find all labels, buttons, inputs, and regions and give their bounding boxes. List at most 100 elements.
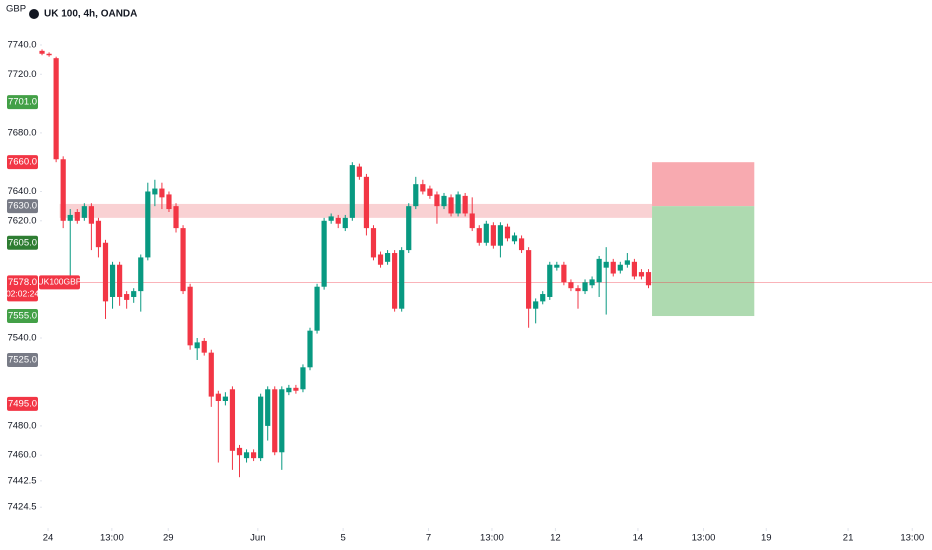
x-tick-label: 5 <box>341 533 346 544</box>
candle-body <box>166 194 172 210</box>
candle-body <box>272 389 278 453</box>
price-badge-label: 7495.0 <box>8 398 37 409</box>
candle-body <box>60 159 66 221</box>
candle-body <box>321 220 327 287</box>
candle-body <box>286 387 292 393</box>
candle-body <box>370 228 377 258</box>
candle-body <box>596 258 602 283</box>
candle-body <box>554 264 560 268</box>
price-badge <box>7 155 38 170</box>
candle-body <box>152 188 158 195</box>
candle-body <box>67 214 73 221</box>
candle-body <box>384 253 391 262</box>
candle-body <box>117 264 123 297</box>
candle-body <box>187 286 193 346</box>
candle-body <box>335 217 341 224</box>
candle-body <box>617 264 623 271</box>
target-box <box>652 206 755 317</box>
candle-body <box>243 452 250 459</box>
candle-body <box>124 294 130 300</box>
candle-body <box>434 194 440 207</box>
x-tick-label: 13:00 <box>100 533 124 544</box>
candle-body <box>455 194 461 214</box>
y-tick-label: 7460.0 <box>7 450 36 461</box>
candle-body <box>215 393 221 401</box>
candle-body <box>441 195 447 207</box>
candle-body <box>589 279 595 286</box>
candle-body <box>229 389 236 451</box>
candle-body <box>377 254 384 265</box>
candle-body <box>483 223 489 243</box>
candle-body <box>293 387 299 391</box>
candle-body <box>88 206 94 224</box>
candle-body <box>547 264 553 297</box>
y-tick-label: 7720.0 <box>7 69 36 80</box>
y-tick-label: 7424.5 <box>7 502 36 513</box>
x-tick-label: 12 <box>550 533 561 544</box>
price-badge <box>7 352 38 367</box>
resistance-zone <box>59 203 653 218</box>
price-badge <box>7 396 38 411</box>
candle-body <box>314 286 320 331</box>
price-badge <box>7 95 38 110</box>
chart-title: UK 100, 4h, OANDA <box>44 9 137 20</box>
price-badge <box>7 199 38 214</box>
price-badge-label: 7630.0 <box>8 201 37 212</box>
x-tick-label: 29 <box>163 533 174 544</box>
candle-body <box>399 250 405 309</box>
candle-body <box>420 184 426 192</box>
candle-body <box>74 212 80 221</box>
candle-body <box>603 261 609 268</box>
candle-body <box>194 342 200 349</box>
candle-body <box>406 206 412 251</box>
candle-body <box>462 195 468 214</box>
candle-body <box>645 272 652 286</box>
x-tick-label: 14 <box>633 533 644 544</box>
candle-body <box>180 228 186 292</box>
x-tick-label: 21 <box>843 533 854 544</box>
candle-body <box>638 272 645 277</box>
price-badge-label: 7525.0 <box>8 354 37 365</box>
candle-body <box>490 225 496 246</box>
candle-body <box>250 452 257 459</box>
candle-body <box>201 340 207 353</box>
y-tick-label: 7680.0 <box>7 127 36 138</box>
candle-body <box>53 58 59 160</box>
candle-body <box>222 396 228 401</box>
candle-body <box>526 250 532 309</box>
currency-label: GBP <box>6 4 26 15</box>
candle-body <box>469 213 475 229</box>
candle-body <box>138 257 144 292</box>
x-tick-label: 13:00 <box>692 533 716 544</box>
candle-body <box>46 53 52 56</box>
x-tick-label: Jun <box>250 533 265 544</box>
stop-box <box>652 162 755 207</box>
candle-body <box>610 261 616 274</box>
price-badge-label: 7660.0 <box>8 157 37 168</box>
candle-body <box>173 206 179 229</box>
candle-body <box>511 235 518 242</box>
candle-body <box>363 176 370 229</box>
candle-body <box>631 261 638 277</box>
candle-body <box>356 166 362 177</box>
last-price-badge <box>7 275 38 302</box>
candle-body <box>342 217 348 229</box>
candle-body <box>300 367 306 390</box>
y-tick-label: 7620.0 <box>7 215 36 226</box>
candle-body <box>540 294 546 302</box>
y-tick-label: 7480.0 <box>7 420 36 431</box>
candle-body <box>518 238 525 251</box>
candle-body <box>427 188 433 196</box>
price-badge-label: 7701.0 <box>8 97 37 108</box>
price-badge <box>7 309 38 324</box>
candle-body <box>236 447 243 456</box>
candle-body <box>582 282 588 292</box>
x-tick-label: 19 <box>761 533 772 544</box>
candle-body <box>145 191 151 258</box>
x-tick-label: 13:00 <box>480 533 504 544</box>
candle-body <box>39 50 45 54</box>
candle-body <box>476 228 482 243</box>
symbol-badge <box>39 275 80 290</box>
candle-body <box>95 220 102 248</box>
candle-body <box>504 226 511 239</box>
